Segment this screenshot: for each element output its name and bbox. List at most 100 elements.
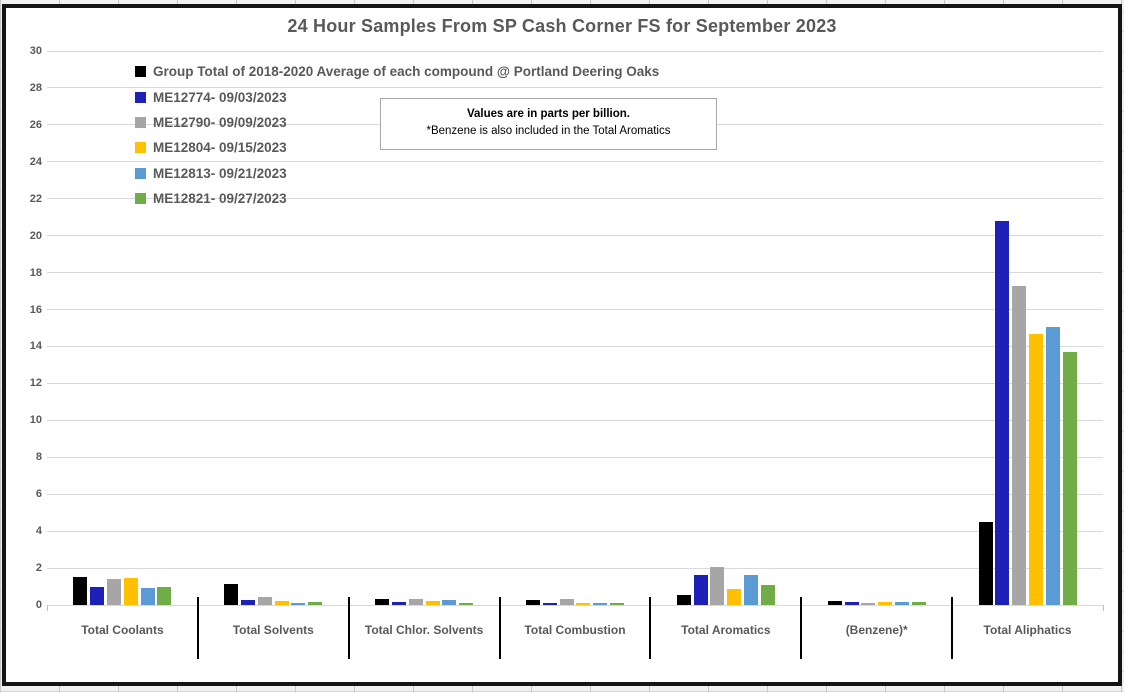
bar-ME12813-cat2	[442, 600, 457, 605]
y-tick-label: 8	[35, 451, 42, 464]
y-tick-label: 28	[29, 81, 42, 94]
bar-ME12774-cat4	[693, 575, 708, 605]
legend-swatch-icon	[135, 66, 146, 78]
bar-ME12774-cat6	[995, 220, 1010, 605]
gridline-y6	[47, 493, 1103, 495]
bar-ME12821-cat3	[610, 603, 624, 605]
category-label: Total Coolants	[81, 623, 164, 637]
gridline-y20	[47, 235, 1103, 237]
legend-item: ME12813- 09/21/2023	[135, 161, 659, 186]
bar-ME12804-cat6	[1028, 333, 1043, 605]
legend-swatch-icon	[135, 91, 146, 103]
category-separator	[800, 597, 803, 659]
y-tick-label: 30	[29, 45, 42, 57]
bar-ME12790-cat4	[710, 567, 725, 605]
y-tick-label: 22	[29, 192, 42, 205]
bar-ME12821-cat1	[308, 602, 323, 605]
category-separator	[196, 597, 199, 659]
category-label: Total Combustion	[524, 623, 626, 637]
bar-ME12790-cat0	[107, 579, 122, 605]
y-tick-label: 0	[35, 599, 42, 611]
note-line-1: Values are in parts per billion.	[467, 108, 630, 120]
bar-ME12790-cat1	[257, 596, 272, 605]
y-tick-label: 18	[29, 266, 42, 279]
bar-ME12821-cat6	[1062, 352, 1077, 605]
bar-ME12804-cat3	[576, 603, 591, 605]
bar-ME12790-cat2	[408, 599, 423, 605]
bar-ME12774-cat2	[391, 602, 406, 605]
category-separator	[498, 597, 501, 659]
gridline-y14	[47, 345, 1103, 347]
bar-ME12790-cat6	[1012, 286, 1027, 605]
legend-swatch-icon	[135, 142, 146, 154]
gridline-y18	[47, 272, 1103, 274]
bar-ME12774-cat1	[241, 600, 256, 605]
gridline-y16	[47, 309, 1103, 311]
legend-swatch-icon	[135, 167, 146, 179]
legend-item: Group Total of 2018-2020 Average of each…	[135, 59, 659, 84]
legend-item: ME12774- 09/03/2023	[135, 84, 659, 109]
bar-ME12804-cat4	[727, 589, 742, 605]
bar-Group-cat4	[676, 594, 691, 605]
gridline-y8	[47, 456, 1103, 458]
legend-item-label: Group Total of 2018-2020 Average of each…	[153, 64, 660, 80]
chart-area: 24 Hour Samples From SP Cash Corner FS f…	[6, 8, 1118, 682]
gridline-y12	[47, 382, 1103, 384]
gridline-y4	[47, 530, 1103, 532]
y-tick-label: 6	[35, 488, 42, 501]
y-tick-label: 16	[29, 303, 42, 316]
legend-item-label: ME12790- 09/09/2023	[153, 114, 287, 130]
y-tick-label: 12	[29, 377, 42, 390]
bar-ME12821-cat5	[911, 602, 926, 605]
bar-Group-cat5	[827, 601, 842, 605]
bar-ME12804-cat1	[274, 601, 289, 605]
bar-ME12821-cat2	[459, 603, 474, 605]
gridline-y28	[47, 87, 1103, 89]
y-tick-label: 26	[29, 118, 42, 131]
legend-item-label: ME12813- 09/21/2023	[153, 165, 287, 181]
bar-ME12813-cat1	[291, 603, 306, 605]
bar-ME12813-cat5	[894, 602, 909, 605]
bar-Group-cat0	[73, 577, 88, 605]
note-box: Values are in parts per billion. *Benzen…	[380, 98, 717, 150]
gridline-y0	[47, 604, 1103, 606]
bar-ME12804-cat0	[123, 578, 138, 605]
y-tick-label: 4	[35, 525, 42, 538]
bar-ME12790-cat5	[861, 603, 876, 605]
legend-item: ME12804- 09/15/2023	[135, 135, 659, 160]
legend-swatch-icon	[135, 193, 146, 205]
bar-ME12774-cat0	[90, 587, 105, 605]
bar-Group-cat6	[978, 521, 993, 605]
gridline-y24	[47, 161, 1103, 163]
chart-title: 24 Hour Samples From SP Cash Corner FS f…	[287, 16, 837, 36]
category-label: Total Aliphatics	[983, 623, 1072, 637]
y-tick-label: 14	[29, 340, 42, 353]
bar-ME12813-cat3	[593, 603, 608, 605]
category-label: Total Aromatics	[681, 623, 771, 637]
bar-Group-cat2	[375, 599, 390, 605]
legend-item: ME12790- 09/09/2023	[135, 110, 659, 135]
bar-ME12804-cat5	[878, 602, 893, 605]
bar-ME12774-cat3	[542, 603, 557, 605]
bar-ME12804-cat2	[425, 601, 440, 605]
y-tick-label: 10	[29, 414, 42, 427]
legend-item: ME12821- 09/27/2023	[135, 186, 659, 211]
y-tick-label: 2	[35, 562, 42, 575]
bar-ME12813-cat4	[744, 575, 759, 605]
axis-tick-right	[1102, 605, 1104, 611]
bar-Group-cat3	[526, 600, 540, 605]
note-line-2: *Benzene is also included in the Total A…	[426, 125, 671, 137]
bar-ME12813-cat6	[1045, 327, 1060, 605]
chart-object[interactable]: 24 Hour Samples From SP Cash Corner FS f…	[2, 4, 1122, 686]
category-label: (Benzene)*	[845, 623, 908, 637]
bar-ME12790-cat3	[559, 599, 574, 605]
bar-ME12813-cat0	[140, 588, 155, 605]
category-separator	[347, 597, 350, 659]
gridline-y30	[47, 50, 1103, 52]
category-separator	[951, 597, 954, 659]
gridline-y10	[47, 419, 1103, 421]
bar-Group-cat1	[224, 583, 239, 605]
legend-swatch-icon	[135, 116, 146, 128]
gridline-y2	[47, 567, 1103, 569]
y-tick-label: 24	[29, 155, 42, 168]
